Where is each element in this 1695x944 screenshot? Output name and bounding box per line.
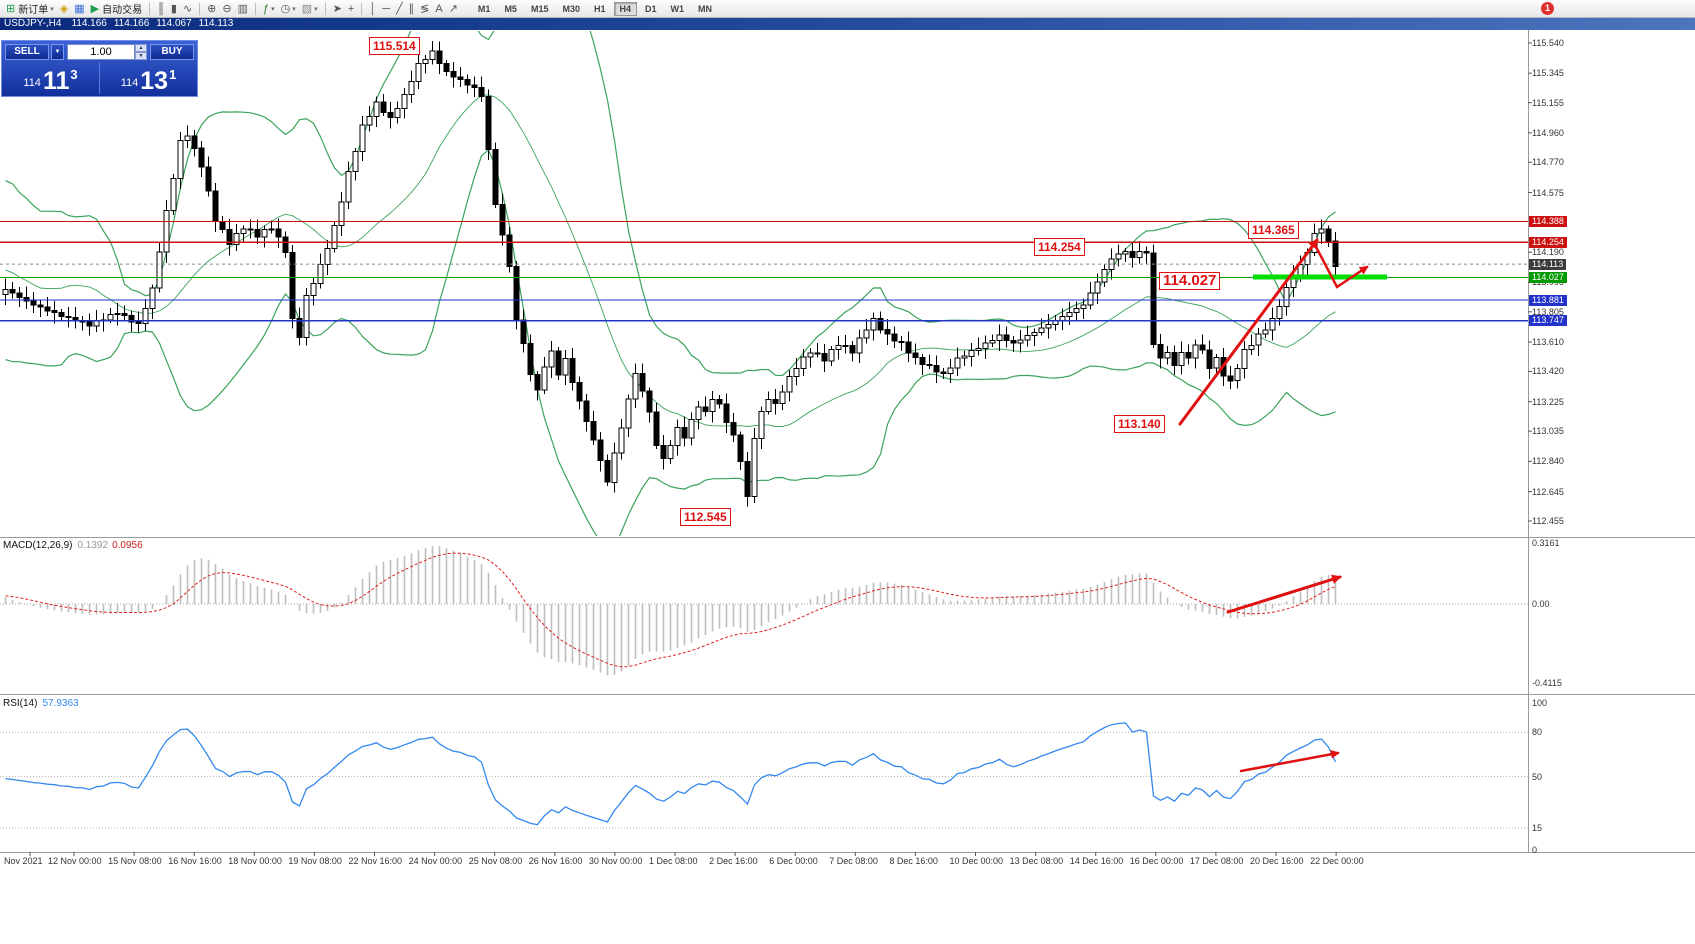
periods-button[interactable]: ◷ ▾: [278, 1, 299, 17]
bid-big-digits: 11: [42, 67, 70, 95]
auto-trading-button-label: 自动交易: [102, 5, 143, 16]
express-icon[interactable]: ◈: [57, 1, 71, 17]
toolbar-separator: [255, 2, 256, 15]
macd-signal-value: 0.0956: [112, 540, 143, 551]
new-order-icon: ⊞: [6, 3, 16, 15]
fibonacci-icon: ≶: [420, 3, 430, 15]
line-chart-button[interactable]: ∿: [180, 1, 195, 17]
ohlc-open: 114.166: [71, 18, 107, 29]
horizontal-line-icon: ─: [382, 2, 391, 15]
zoom-out-button[interactable]: ⊖: [219, 1, 234, 17]
candlestick-icon: ▮: [170, 3, 177, 15]
timeframe-w1[interactable]: W1: [670, 3, 685, 14]
symbol-period-label: USDJPY-,H4: [4, 18, 62, 29]
toolbar-separator: [361, 2, 363, 15]
toolbar-separator: [324, 2, 326, 15]
timeframe-m15[interactable]: M15: [530, 3, 549, 14]
templates-button[interactable]: ▧ ▾: [299, 1, 321, 17]
toolbar-separator: [149, 2, 151, 15]
ask-price[interactable]: 114 13 1: [100, 62, 197, 94]
one-click-trading-panel: SELL ▼ 1.00 ▲ ▼ BUY 114 11 3 114 13 1: [1, 40, 198, 97]
rsi-indicator-label: RSI(14) 57.9363: [3, 698, 79, 709]
new-order-button[interactable]: ⊞ 新订单 ▾: [3, 1, 57, 17]
auto-trading-button[interactable]: ▶ 自动交易: [88, 1, 145, 17]
timeframe-h1[interactable]: H1: [593, 3, 606, 14]
arrows-icon: ↗: [448, 3, 458, 15]
trendline-icon: ╱: [396, 3, 403, 15]
buy-button[interactable]: BUY: [150, 43, 194, 60]
channel-icon: ∥: [408, 3, 415, 15]
timeframe-m5[interactable]: M5: [504, 3, 517, 14]
rsi-name: RSI(14): [3, 698, 38, 709]
ohlc-values: 114.166 114.166 114.067 114.113: [71, 18, 233, 30]
ohlc-high: 114.166: [113, 18, 150, 29]
timeframe-m30[interactable]: M30: [562, 3, 580, 14]
zoom-out-icon: ⊖: [222, 3, 232, 15]
ohlc-close: 114.113: [198, 18, 234, 29]
macd-indicator-label: MACD(12,26,9) 0.1392 0.0956: [3, 540, 143, 551]
candlestick-button[interactable]: ▮: [168, 1, 180, 17]
macd-name: MACD(12,26,9): [3, 540, 73, 551]
bar-chart-button[interactable]: ║: [154, 1, 168, 17]
new-order-button-label: 新订单: [18, 5, 49, 16]
bid-price[interactable]: 114 11 3: [2, 62, 100, 94]
templates-icon: ▧: [301, 3, 313, 15]
indicators-button[interactable]: ƒ ▾: [260, 1, 278, 17]
bid-prefix: 114: [23, 77, 41, 89]
sell-button[interactable]: SELL: [5, 43, 49, 60]
indicators-icon: ƒ: [263, 2, 270, 15]
tile-windows-icon: ▥: [237, 3, 248, 15]
timeframe-group: M1 M5 M15 M30 H1 H4 D1 W1 MN: [471, 1, 719, 16]
vertical-line-icon: │: [369, 2, 377, 15]
timeframe-h4[interactable]: H4: [613, 1, 638, 16]
lot-decrease-button[interactable]: ▼: [135, 51, 147, 60]
channel-button[interactable]: ∥: [406, 1, 418, 17]
text-icon: A: [435, 2, 443, 15]
crosshair-icon: +: [347, 2, 355, 15]
ask-pip-digit: 1: [169, 67, 177, 82]
chart-window-icon: ▦: [74, 3, 85, 15]
auto-trading-icon: ▶: [90, 3, 100, 15]
ask-prefix: 114: [120, 77, 139, 89]
lot-size-input[interactable]: 1.00: [67, 43, 135, 60]
chart-title-bar: USDJPY-,H4 114.166 114.166 114.067 114.1…: [0, 18, 1695, 30]
timeframe-m1[interactable]: M1: [477, 3, 491, 14]
crosshair-button[interactable]: +: [345, 1, 357, 17]
indicators-button-dropdown[interactable]: ▾: [271, 5, 275, 13]
tile-windows-button[interactable]: ▥: [235, 1, 251, 17]
toolbar-separator: [199, 2, 201, 15]
macd-value: 0.1392: [77, 540, 109, 551]
bar-chart-icon: ║: [157, 2, 165, 15]
arrows-button[interactable]: ↗: [446, 1, 461, 17]
line-chart-icon: ∿: [182, 3, 193, 15]
templates-button-dropdown[interactable]: ▾: [314, 5, 318, 13]
trendline-button[interactable]: ╱: [393, 1, 406, 17]
lot-increase-button[interactable]: ▲: [135, 43, 147, 52]
fibonacci-button[interactable]: ≶: [417, 1, 432, 17]
timeframe-d1[interactable]: D1: [645, 3, 657, 14]
text-button[interactable]: A: [432, 1, 445, 17]
periods-button-dropdown[interactable]: ▾: [292, 5, 296, 13]
zoom-in-button[interactable]: ⊕: [204, 1, 219, 17]
lot-size-stepper: ▲ ▼: [135, 43, 147, 60]
ohlc-low: 114.067: [156, 18, 192, 29]
bid-pip-digit: 3: [70, 67, 78, 82]
rsi-value: 57.9363: [42, 698, 79, 709]
express-icon: ◈: [59, 3, 69, 15]
vertical-line-button[interactable]: │: [366, 1, 379, 17]
chart-window-icon[interactable]: ▦: [71, 1, 87, 17]
new-order-button-dropdown[interactable]: ▾: [50, 5, 54, 13]
periods-icon: ◷: [280, 3, 291, 15]
main-toolbar: ⊞ 新订单 ▾ ◈ ▦ ▶ 自动交易 ║ ▮ ∿ ⊕ ⊖ ▥ ƒ ▾ ◷ ▾ ▧ ▾ ➤ + │ ─ ╱ ∥ ≶ A ↗ M1 M5 M15…: [0, 0, 1695, 18]
horizontal-line-button[interactable]: ─: [379, 1, 393, 17]
notification-badge[interactable]: 1: [1541, 2, 1554, 15]
cursor-button[interactable]: ➤: [330, 1, 345, 17]
timeframe-mn[interactable]: MN: [698, 3, 713, 14]
zoom-in-icon: ⊕: [207, 3, 217, 15]
ask-big-digits: 13: [140, 67, 169, 95]
cursor-icon: ➤: [332, 3, 342, 15]
sell-dropdown[interactable]: ▼: [51, 43, 64, 60]
